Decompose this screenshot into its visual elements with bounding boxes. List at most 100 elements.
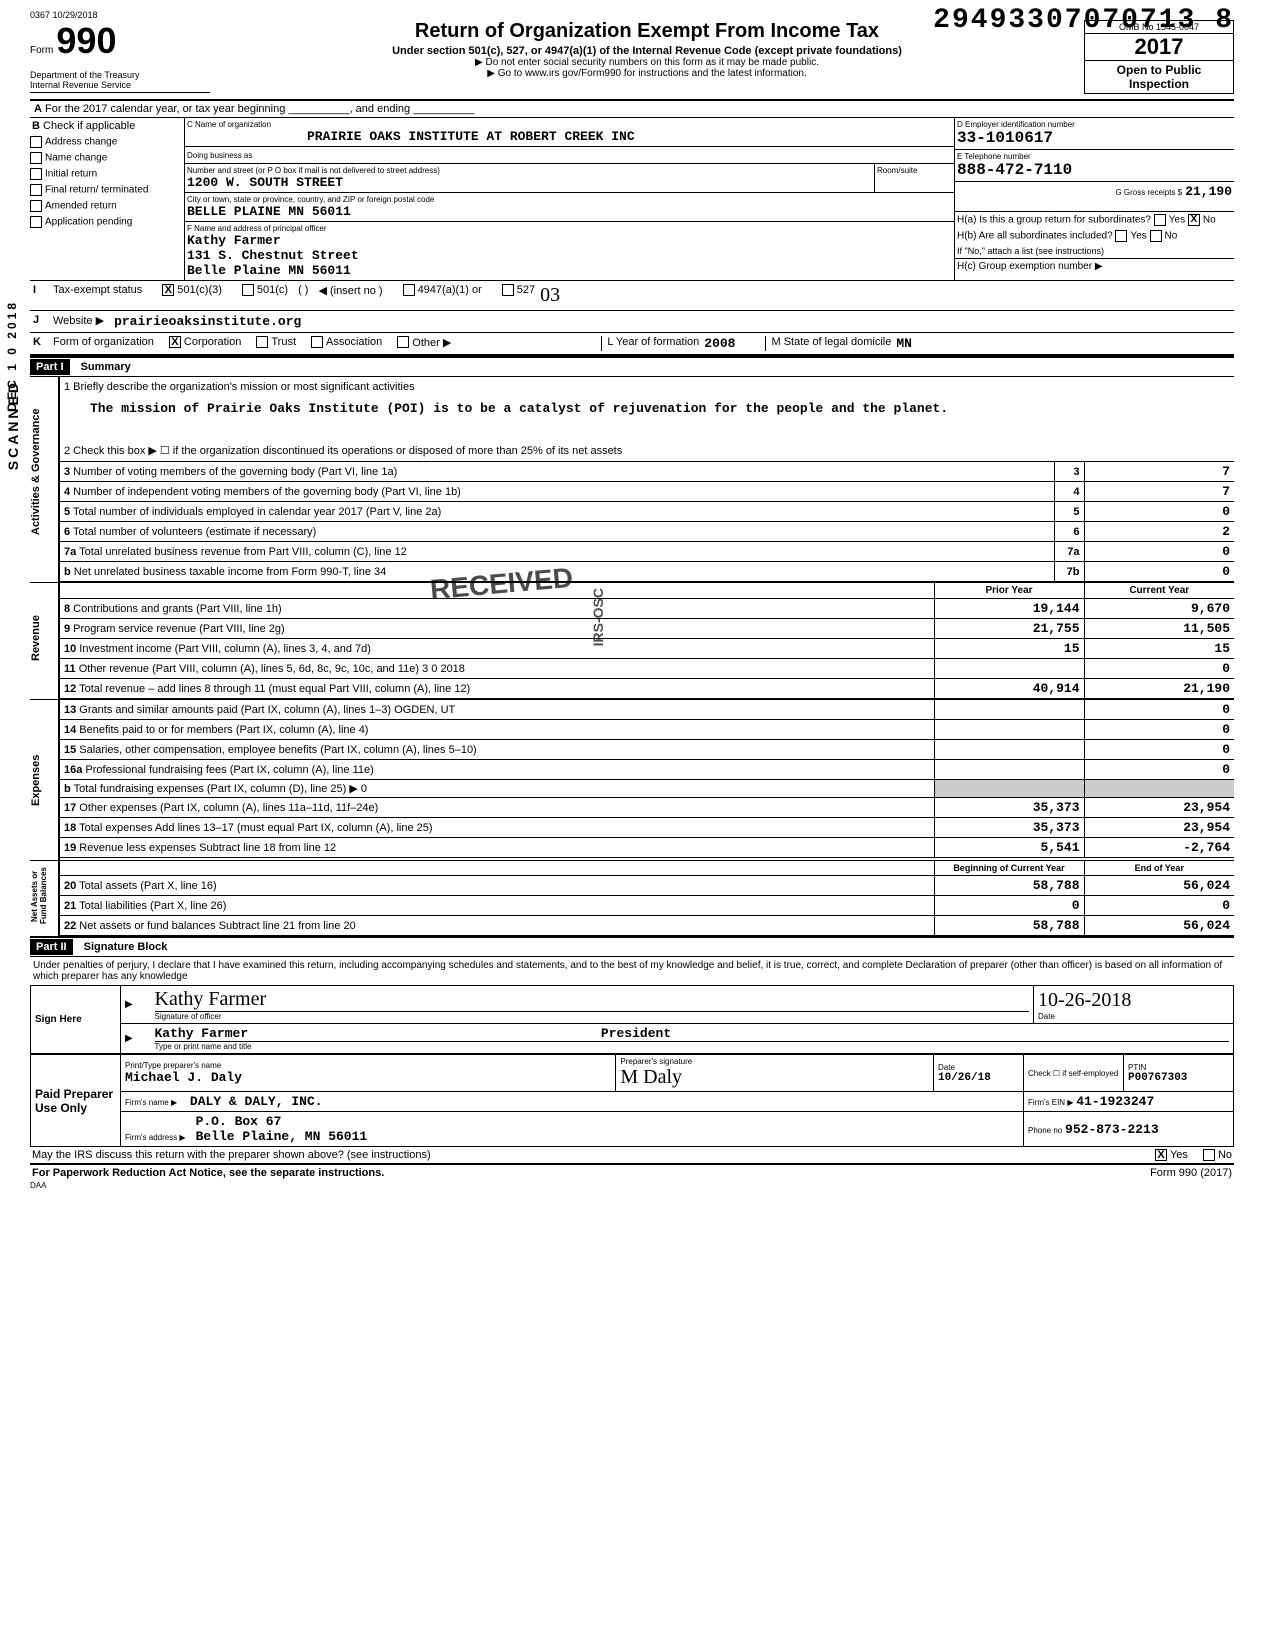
- goto-line: ▶ Go to www.irs gov/Form990 for instruct…: [210, 68, 1084, 79]
- prep-date-label: Date: [938, 1063, 1019, 1072]
- rev-current: 9,670: [1084, 599, 1234, 619]
- line-a: A For the 2017 calendar year, or tax yea…: [30, 99, 1234, 117]
- line-num: 6: [1054, 522, 1084, 542]
- hb-yes-box[interactable]: [1115, 230, 1127, 242]
- net-text: 20 Total assets (Part X, line 16): [60, 876, 934, 896]
- inspection: Inspection: [1087, 77, 1231, 91]
- line-text: 6 Total number of volunteers (estimate i…: [60, 522, 1054, 542]
- org-name-label: C Name of organization: [187, 120, 952, 129]
- 4947-box[interactable]: [403, 284, 415, 296]
- firm-phone: 952-873-2213: [1065, 1122, 1159, 1137]
- firm-phone-label: Phone no: [1028, 1126, 1062, 1135]
- form-label: Form: [30, 45, 53, 56]
- firm-addr2: Belle Plaine, MN 56011: [196, 1129, 368, 1144]
- label-initial-return: Initial return: [45, 169, 97, 180]
- exp-prior: [934, 740, 1084, 760]
- ha-no-box[interactable]: X: [1188, 214, 1200, 226]
- assoc-label: Association: [326, 336, 382, 351]
- sign-here: Sign Here: [31, 986, 121, 1054]
- trust-label: Trust: [271, 336, 296, 351]
- line-val: 2: [1084, 522, 1234, 542]
- state-value: MN: [896, 336, 912, 351]
- ein-label: D Employer identification number: [957, 120, 1232, 129]
- exp-text: b Total fundraising expenses (Part IX, c…: [60, 780, 934, 798]
- rev-prior: [934, 659, 1084, 679]
- prep-date: 10/26/18: [938, 1072, 1019, 1084]
- assoc-box[interactable]: [311, 336, 323, 348]
- exp-current: [1084, 780, 1234, 798]
- exp-text: 17 Other expenses (Part IX, column (A), …: [60, 798, 934, 818]
- label-final-return: Final return/ terminated: [45, 185, 148, 196]
- year-formation-label: L Year of formation: [601, 336, 699, 351]
- irs-label: Internal Revenue Service: [30, 80, 210, 90]
- ssn-warning: ▶ Do not enter social security numbers o…: [210, 57, 1084, 68]
- city-value: BELLE PLAINE MN 56011: [187, 204, 952, 219]
- ha-yes-box[interactable]: [1154, 214, 1166, 226]
- exp-text: 19 Revenue less expenses Subtract line 1…: [60, 838, 934, 858]
- exp-current: 0: [1084, 740, 1234, 760]
- insert-no: ◀ (insert no ): [318, 284, 382, 307]
- prep-sig-label: Preparer's signature: [620, 1057, 929, 1066]
- phone-value: 888-472-7110: [957, 161, 1232, 179]
- addr-label: Number and street (or P O box if mail is…: [187, 166, 872, 175]
- checkbox-amended[interactable]: [30, 200, 42, 212]
- hb-no-box[interactable]: [1150, 230, 1162, 242]
- phone-label: E Telephone number: [957, 152, 1232, 161]
- net-current: 0: [1084, 896, 1234, 916]
- form-number: 990: [56, 20, 116, 61]
- line-text: 5 Total number of individuals employed i…: [60, 502, 1054, 522]
- rev-text: 10 Investment income (Part VIII, column …: [60, 639, 934, 659]
- addr-value: 1200 W. SOUTH STREET: [187, 175, 872, 190]
- label-address-change: Address change: [45, 137, 117, 148]
- dept-treasury: Department of the Treasury: [30, 70, 210, 80]
- rev-current: 21,190: [1084, 679, 1234, 699]
- discuss-yes-box[interactable]: X: [1155, 1149, 1167, 1161]
- name-label: Type or print name and title: [155, 1041, 1230, 1051]
- line-val: 0: [1084, 562, 1234, 582]
- checkbox-final-return[interactable]: [30, 184, 42, 196]
- 501c-label: 501(c): [257, 284, 288, 307]
- 527-box[interactable]: [502, 284, 514, 296]
- officer-title: President: [601, 1026, 671, 1041]
- prep-signature: M Daly: [620, 1066, 929, 1089]
- firm-ein-label: Firm's EIN ▶: [1028, 1098, 1073, 1107]
- rev-prior: 19,144: [934, 599, 1084, 619]
- part2-title: Signature Block: [84, 941, 168, 953]
- firm-name-label: Firm's name ▶: [125, 1098, 177, 1107]
- line-val: 7: [1084, 462, 1234, 482]
- 501c-box[interactable]: [242, 284, 254, 296]
- tab-netassets: Net Assets or Fund Balances: [30, 861, 48, 931]
- firm-addr-label: Firm's address ▶: [125, 1133, 186, 1142]
- prep-name-label: Print/Type preparer's name: [125, 1061, 611, 1070]
- 4947-label: 4947(a)(1) or: [418, 284, 482, 307]
- 501c3-box[interactable]: X: [162, 284, 174, 296]
- current-year-header: Current Year: [1084, 583, 1234, 599]
- checkbox-address-change[interactable]: [30, 136, 42, 148]
- trust-box[interactable]: [256, 336, 268, 348]
- tab-expenses: Expenses: [30, 700, 42, 860]
- open-public: Open to Public: [1087, 63, 1231, 77]
- rev-prior: 40,914: [934, 679, 1084, 699]
- perjury-text: Under penalties of perjury, I declare th…: [30, 957, 1234, 985]
- line-val: 0: [1084, 542, 1234, 562]
- form-footer: Form 990 (2017): [1150, 1167, 1232, 1179]
- check-applicable: Check if applicable: [43, 120, 135, 132]
- checkbox-initial-return[interactable]: [30, 168, 42, 180]
- label-name-change: Name change: [45, 153, 107, 164]
- tab-revenue: Revenue: [30, 583, 42, 693]
- form-subtitle: Under section 501(c), 527, or 4947(a)(1)…: [210, 45, 1084, 57]
- state-label: M State of legal domicile: [765, 336, 891, 351]
- checkbox-name-change[interactable]: [30, 152, 42, 164]
- discuss-no-box[interactable]: [1203, 1149, 1215, 1161]
- checkbox-pending[interactable]: [30, 216, 42, 228]
- website-label: Website ▶: [53, 314, 104, 329]
- firm-ein: 41-1923247: [1076, 1094, 1154, 1109]
- rev-text: 12 Total revenue – add lines 8 through 1…: [60, 679, 934, 699]
- corp-box[interactable]: X: [169, 336, 181, 348]
- exp-prior: [934, 700, 1084, 720]
- rev-current: 15: [1084, 639, 1234, 659]
- gross-value: 21,190: [1185, 184, 1232, 199]
- exp-prior: 5,541: [934, 838, 1084, 858]
- discuss-yes: Yes: [1170, 1149, 1188, 1161]
- other-box[interactable]: [397, 336, 409, 348]
